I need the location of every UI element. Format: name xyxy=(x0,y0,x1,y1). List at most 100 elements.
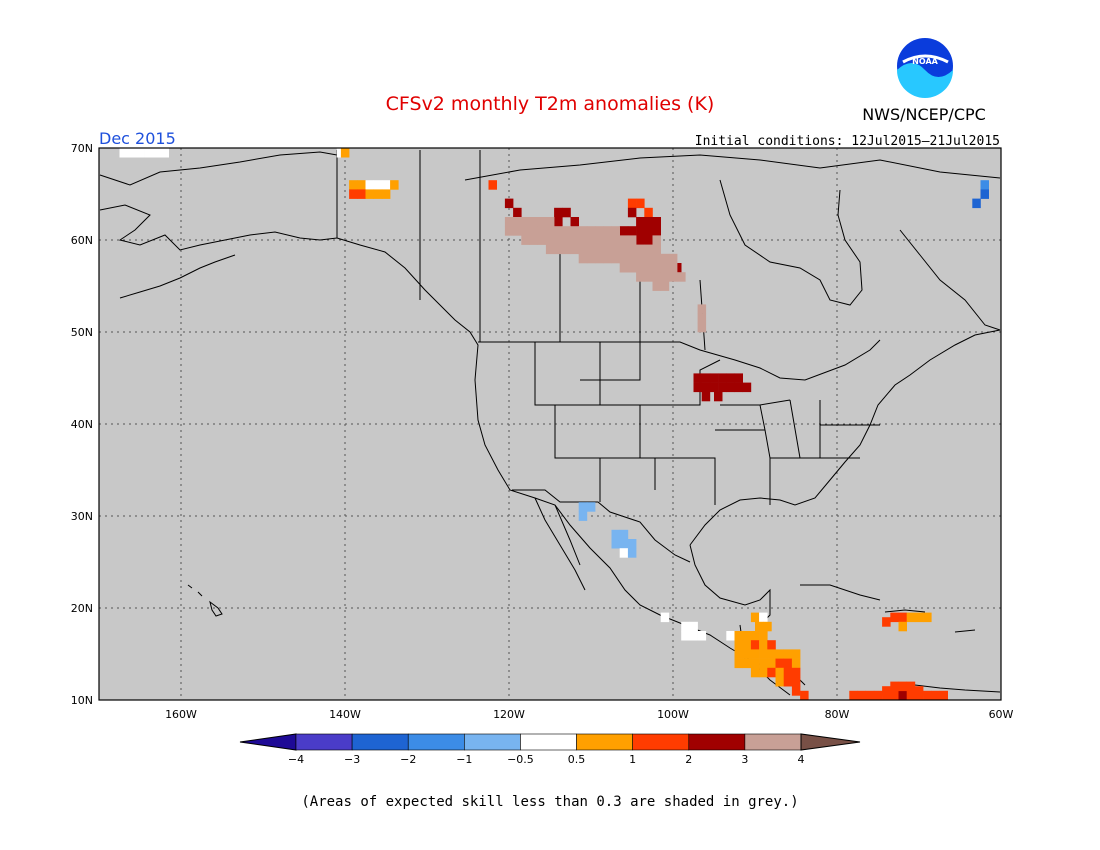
lat-tick-label: 50N xyxy=(71,326,93,339)
anomaly-cell xyxy=(742,382,752,393)
colorbar-swatch xyxy=(520,733,577,751)
anomaly-cell xyxy=(755,621,764,632)
anomaly-cell xyxy=(627,244,637,255)
anomaly-cell xyxy=(660,263,670,273)
anomaly-cell xyxy=(791,658,801,669)
anomaly-cell xyxy=(882,686,891,696)
noaa-logo-icon: NOAA xyxy=(894,35,956,98)
anomaly-cell xyxy=(767,667,776,678)
anomaly-cell xyxy=(144,148,153,158)
agency-label: NWS/NCEP/CPC xyxy=(862,105,986,124)
anomaly-cell xyxy=(349,180,358,190)
anomaly-cell xyxy=(742,631,752,641)
anomaly-cell xyxy=(636,217,645,227)
colorbar-arrow-left xyxy=(239,733,297,751)
anomaly-cell xyxy=(160,148,169,158)
anomaly-cell xyxy=(504,226,514,236)
anomaly-cell xyxy=(750,667,760,678)
anomaly-cell xyxy=(906,681,916,692)
map-frame xyxy=(98,147,1002,701)
anomaly-cell xyxy=(718,373,727,383)
anomaly-cell xyxy=(759,631,768,641)
anomaly-cell xyxy=(578,511,588,521)
anomaly-cell xyxy=(562,226,571,236)
anomaly-cell xyxy=(898,681,907,692)
anomaly-cell xyxy=(373,180,383,190)
anomaly-cell xyxy=(554,244,563,255)
anomaly-cell xyxy=(611,539,620,549)
lat-tick-label: 60N xyxy=(71,234,93,247)
anomaly-cell xyxy=(681,621,690,632)
anomaly-cell xyxy=(562,235,571,245)
anomaly-cell xyxy=(775,658,784,669)
lon-tick-label: 120W xyxy=(493,708,525,721)
anomaly-cell xyxy=(586,244,596,255)
anomaly-cell xyxy=(381,180,391,190)
anomaly-cell xyxy=(619,235,629,245)
anomaly-cell xyxy=(595,226,604,236)
anomaly-cell xyxy=(714,391,723,402)
anomaly-cell xyxy=(603,253,612,264)
anomaly-cell xyxy=(652,253,661,264)
colorbar-arrow-right xyxy=(800,733,861,751)
anomaly-cell xyxy=(513,207,522,218)
anomaly-cell xyxy=(726,373,735,383)
anomaly-cell xyxy=(488,180,497,190)
anomaly-cell xyxy=(529,235,538,245)
anomaly-cell xyxy=(763,621,772,632)
colorbar-tick-label: 0.5 xyxy=(568,753,586,766)
anomaly-cell xyxy=(521,226,530,236)
anomaly-cell xyxy=(697,313,707,324)
anomaly-cell xyxy=(554,226,563,236)
latitude-labels: 70N 60N 50N 40N 30N 20N 10N xyxy=(71,142,93,707)
anomaly-cell xyxy=(627,263,637,273)
caribbean-islands xyxy=(800,584,976,633)
anomaly-cell xyxy=(931,690,940,701)
anomaly-cell xyxy=(890,681,899,692)
anomaly-cell xyxy=(578,226,588,236)
anomaly-cell xyxy=(791,649,801,659)
anomaly-cell xyxy=(882,617,891,627)
anomaly-cell xyxy=(972,198,981,209)
colorbar-swatch xyxy=(576,733,633,751)
anomaly-cell xyxy=(381,189,391,199)
baja-coastline xyxy=(534,497,586,591)
anomaly-cell xyxy=(603,226,612,236)
colorbar-swatch xyxy=(295,733,353,751)
lon-tick-label: 80W xyxy=(825,708,850,721)
anomaly-cell xyxy=(644,263,653,273)
anomaly-cell xyxy=(636,244,645,255)
anomaly-cell xyxy=(734,373,743,383)
anomaly-cell xyxy=(570,235,579,245)
anomaly-cell xyxy=(513,226,522,236)
anomaly-cell xyxy=(791,686,801,696)
anomaly-cell xyxy=(759,667,768,678)
anomaly-cell xyxy=(636,253,645,264)
anomaly-cell xyxy=(734,649,743,659)
chart-title: CFSv2 monthly T2m anomalies (K) xyxy=(386,93,715,115)
anomaly-cell xyxy=(709,373,719,383)
anomaly-cell xyxy=(570,217,579,227)
hudson-bay-coastline xyxy=(719,179,863,306)
colorbar-tick-label: −0.5 xyxy=(507,753,534,766)
anomaly-cell xyxy=(390,180,399,190)
anomaly-cell xyxy=(611,226,620,236)
anomaly-cell xyxy=(783,658,793,669)
anomaly-cell xyxy=(636,272,645,282)
yucatan-coastline xyxy=(689,544,771,626)
anomaly-cell xyxy=(750,658,760,669)
anomaly-cell xyxy=(783,649,793,659)
anomaly-cell xyxy=(340,148,350,158)
anomaly-cell xyxy=(668,253,678,264)
anomaly-cell xyxy=(701,373,711,383)
anomaly-cell xyxy=(513,217,522,227)
anomaly-cell xyxy=(750,640,760,650)
anomaly-cell xyxy=(791,667,801,678)
anomaly-cell xyxy=(611,529,620,540)
anomaly-cell xyxy=(660,612,670,623)
colorbar-swatch xyxy=(744,733,802,751)
lon-tick-label: 160W xyxy=(165,708,197,721)
anomaly-cell xyxy=(726,382,735,393)
anomaly-cell xyxy=(636,263,645,273)
anomaly-cell xyxy=(627,207,637,218)
